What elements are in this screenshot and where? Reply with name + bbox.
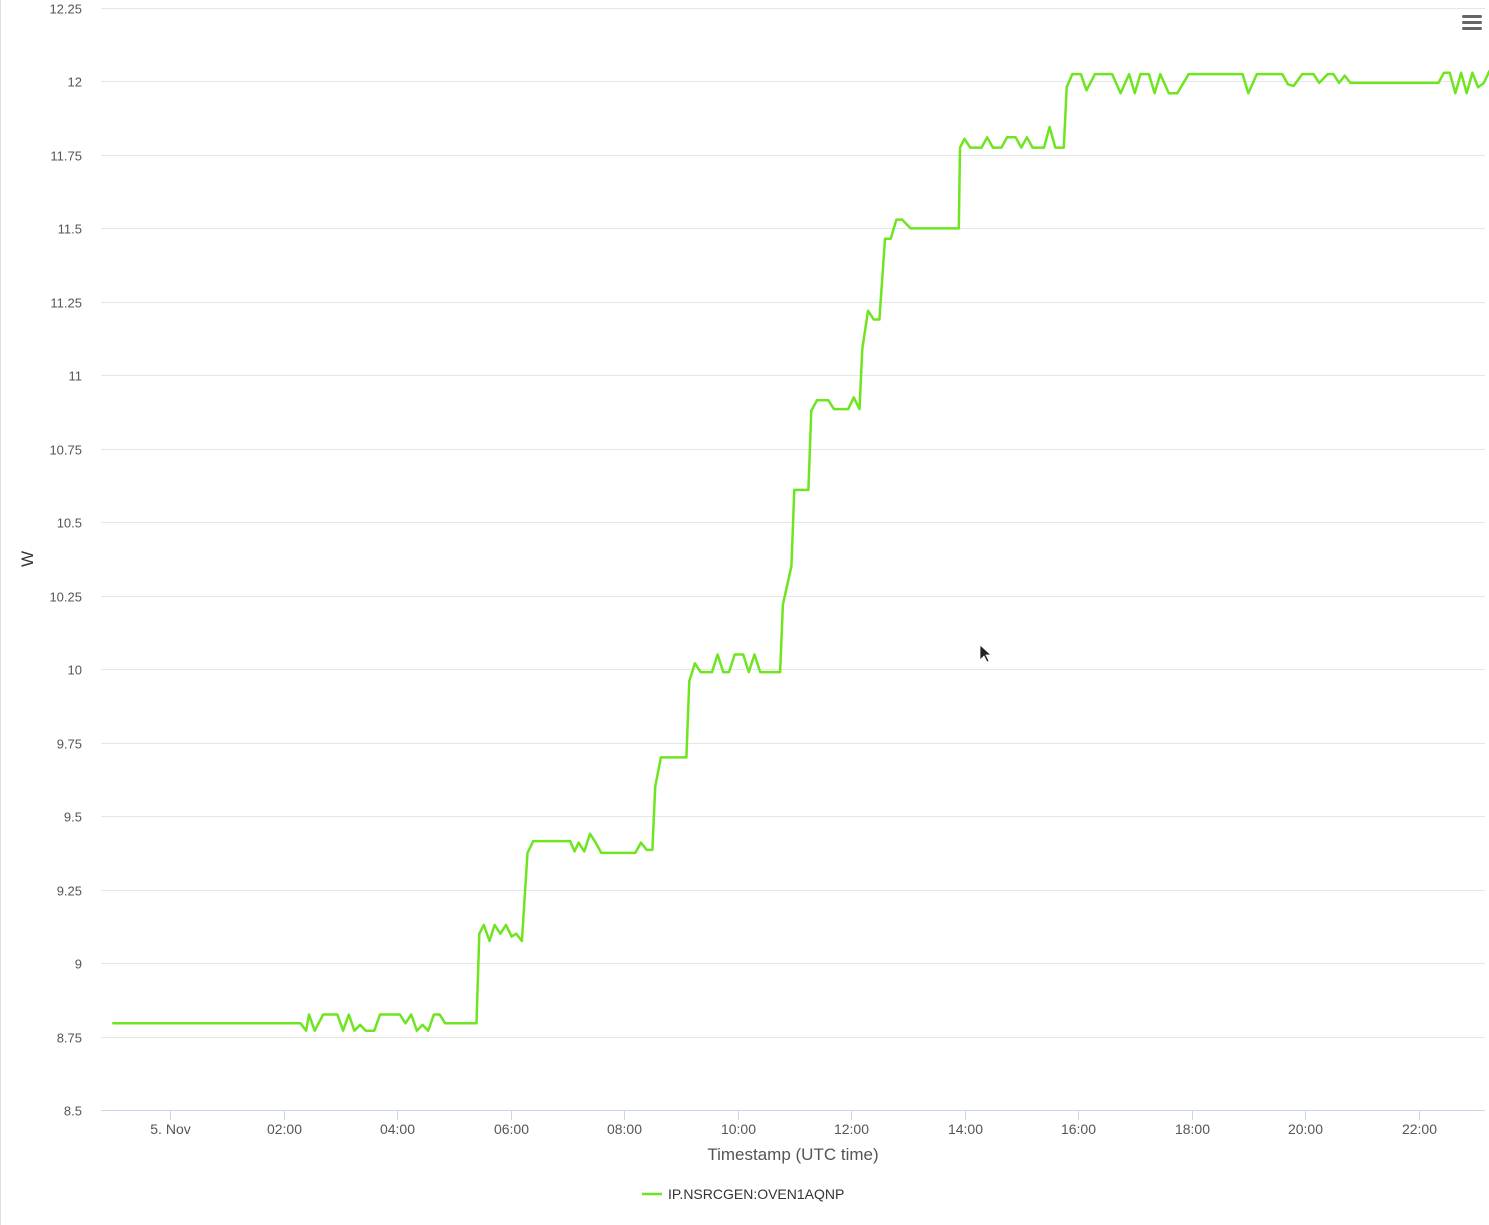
- x-tick-label: 16:00: [1061, 1121, 1096, 1137]
- x-tick-label: 08:00: [607, 1121, 642, 1137]
- y-tick-label: 10.75: [49, 443, 82, 458]
- y-tick-label: 9.5: [64, 810, 82, 825]
- y-tick-label: 12: [68, 75, 82, 90]
- hamburger-menu-icon[interactable]: [1457, 8, 1487, 36]
- y-tick-label: 9: [75, 957, 82, 972]
- series-layer: [112, 70, 1489, 1032]
- y-tick-label: 10.25: [49, 590, 82, 605]
- y-tick-label: 11.75: [50, 149, 82, 164]
- y-axis-ticks: 8.5 8.75 9 9.25 9.5 9.75 10 10.25 10.5 10.75 11 11.…: [49, 2, 82, 1119]
- y-tick-label: 10.5: [57, 516, 82, 531]
- y-tick-label: 8.75: [57, 1031, 82, 1046]
- y-tick-label: 9.75: [57, 737, 82, 752]
- y-tick-label: 9.25: [57, 884, 82, 899]
- x-tick-label: 12:00: [834, 1121, 869, 1137]
- y-tick-label: 11.5: [58, 222, 82, 237]
- y-tick-label: 10: [68, 663, 82, 678]
- mouse-pointer-icon: [979, 644, 993, 663]
- x-tick-label: 06:00: [494, 1121, 529, 1137]
- x-axis-ticks: 5. Nov 02:00 04:00 06:00 08:00 10:00 12:00 14:0…: [150, 1110, 1437, 1137]
- x-tick-label: 5. Nov: [150, 1121, 190, 1137]
- y-tick-label: 11: [69, 369, 83, 384]
- x-tick-label: 10:00: [721, 1121, 756, 1137]
- x-tick-label: 04:00: [380, 1121, 415, 1137]
- x-axis-title: Timestamp (UTC time): [707, 1145, 878, 1164]
- y-tick-label: 8.5: [64, 1104, 82, 1119]
- x-tick-label: 14:00: [948, 1121, 983, 1137]
- series-line[interactable]: [112, 70, 1489, 1032]
- y-tick-label: 11.25: [50, 296, 82, 311]
- x-tick-label: 02:00: [267, 1121, 302, 1137]
- grid-lines: [101, 8, 1485, 1038]
- y-tick-label: 12.25: [49, 2, 82, 17]
- x-tick-label: 18:00: [1175, 1121, 1210, 1137]
- x-tick-label: 20:00: [1288, 1121, 1323, 1137]
- y-axis-title: W: [18, 551, 37, 567]
- legend[interactable]: IP.NSRCGEN:OVEN1AQNP: [642, 1186, 844, 1202]
- x-tick-label: 22:00: [1402, 1121, 1437, 1137]
- legend-series-label[interactable]: IP.NSRCGEN:OVEN1AQNP: [668, 1186, 844, 1202]
